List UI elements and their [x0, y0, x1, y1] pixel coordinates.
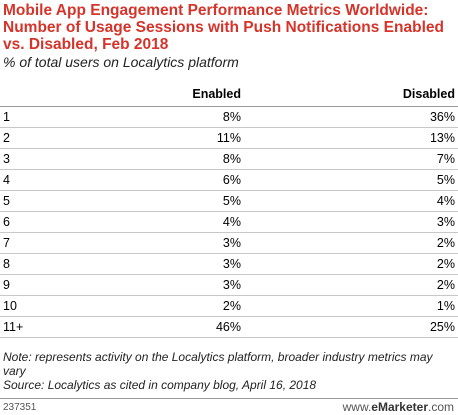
enabled-value: 5% — [63, 190, 241, 212]
emarketer-logo: www.eMarketer.com — [343, 400, 454, 414]
chart-title: Mobile App Engagement Performance Metric… — [3, 2, 444, 53]
header-row: Enabled Disabled — [0, 82, 458, 107]
source-text: Source: Localytics as cited in company b… — [3, 378, 317, 392]
row-label: 11+ — [0, 316, 63, 338]
header-cell-category — [0, 82, 63, 107]
logo-prefix: www. — [342, 400, 372, 414]
table-row: 2 11% 13% — [0, 127, 458, 149]
enabled-value: 6% — [63, 169, 241, 191]
disabled-value: 25% — [241, 316, 458, 338]
enabled-value: 8% — [63, 106, 241, 128]
disabled-value: 2% — [241, 274, 458, 296]
enabled-value: 11% — [63, 127, 241, 149]
disabled-value: 13% — [241, 127, 458, 149]
table-row: 9 3% 2% — [0, 274, 458, 296]
footer-divider — [0, 398, 458, 399]
table-row: 8 3% 2% — [0, 253, 458, 275]
disabled-value: 7% — [241, 148, 458, 170]
enabled-value: 4% — [63, 211, 241, 233]
table-row: 11+ 46% 25% — [0, 316, 458, 338]
row-label: 5 — [0, 190, 63, 212]
logo-brand: eMarketer — [371, 400, 428, 414]
row-label: 3 — [0, 148, 63, 170]
table-row: 3 8% 7% — [0, 148, 458, 170]
chart-id: 237351 — [3, 402, 37, 413]
row-label: 8 — [0, 253, 63, 275]
data-table: Enabled Disabled 1 8% 36% 2 11% 13% 3 8% 7% 4 6% 5%… — [0, 82, 458, 338]
footnotes: Note: represents activity on the Localyt… — [3, 350, 455, 392]
header-cell-disabled: Disabled — [241, 82, 458, 107]
table-row: 7 3% 2% — [0, 232, 458, 254]
enabled-value: 2% — [63, 295, 241, 317]
table-row: 5 5% 4% — [0, 190, 458, 212]
disabled-value: 4% — [241, 190, 458, 212]
disabled-value: 3% — [241, 211, 458, 233]
disabled-value: 1% — [241, 295, 458, 317]
disabled-value: 2% — [241, 253, 458, 275]
enabled-value: 3% — [63, 232, 241, 254]
row-label: 10 — [0, 295, 63, 317]
row-label: 1 — [0, 106, 63, 128]
enabled-value: 8% — [63, 148, 241, 170]
enabled-value: 3% — [63, 253, 241, 275]
logo-suffix: .com — [427, 400, 454, 414]
table-row: 4 6% 5% — [0, 169, 458, 191]
table-row: 1 8% 36% — [0, 106, 458, 128]
table-row: 10 2% 1% — [0, 295, 458, 317]
row-label: 4 — [0, 169, 63, 191]
header-cell-enabled: Enabled — [63, 82, 241, 107]
row-label: 9 — [0, 274, 63, 296]
note-text: Note: represents activity on the Localyt… — [3, 350, 433, 378]
row-label: 6 — [0, 211, 63, 233]
disabled-value: 2% — [241, 232, 458, 254]
disabled-value: 36% — [241, 106, 458, 128]
enabled-value: 3% — [63, 274, 241, 296]
row-label: 7 — [0, 232, 63, 254]
row-label: 2 — [0, 127, 63, 149]
table-row: 6 4% 3% — [0, 211, 458, 233]
disabled-value: 5% — [241, 169, 458, 191]
table-body: 1 8% 36% 2 11% 13% 3 8% 7% 4 6% 5% 5 5% 4% 6 4% 3% 7 3% 2% 8 3… — [0, 106, 458, 338]
enabled-value: 46% — [63, 316, 241, 338]
chart-subtitle: % of total users on Localytics platform — [3, 54, 239, 70]
